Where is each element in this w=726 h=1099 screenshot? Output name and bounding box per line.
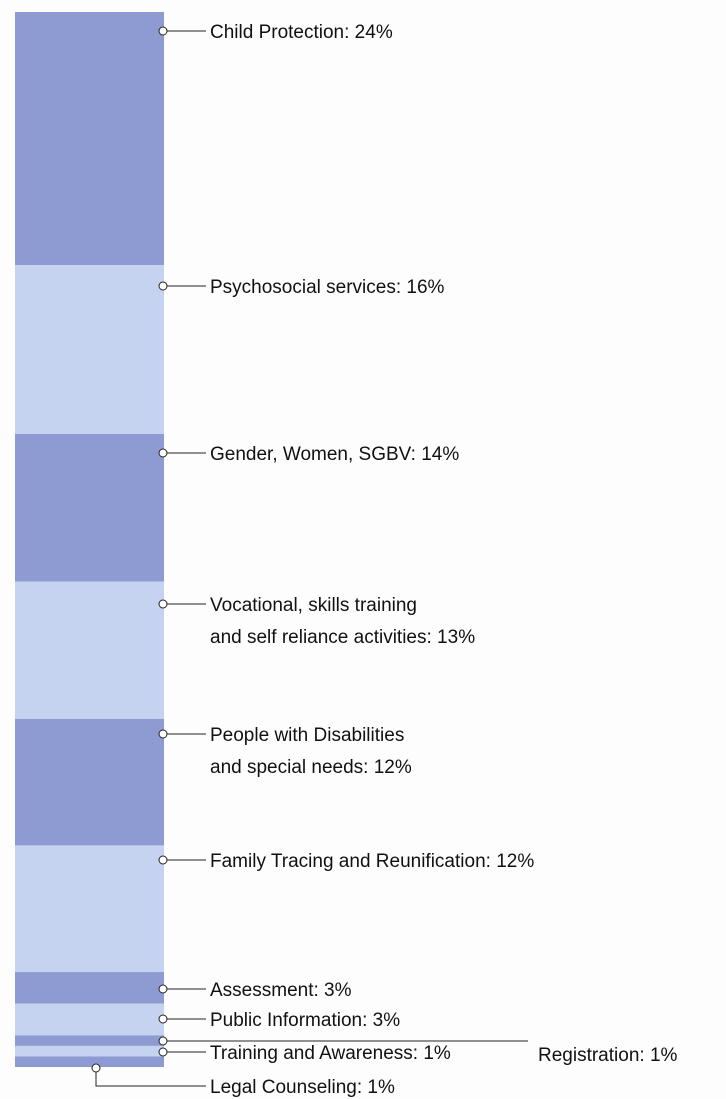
bar-segment-child-protection <box>15 12 164 266</box>
data-label: and self reliance activities: 13% <box>210 627 475 648</box>
label-registration: Registration: 1% <box>158 1036 678 1066</box>
anchor-dot <box>158 1036 168 1046</box>
data-label: Legal Counseling: 1% <box>210 1077 395 1098</box>
bar-segment-assessment <box>15 972 164 1004</box>
anchor-dot <box>158 26 168 36</box>
bar-segment-registration <box>15 1035 164 1046</box>
bar-segment-people-with-disabilities-and-special-needs <box>15 718 164 846</box>
label-family-tracing-and-reunification: Family Tracing and Reunification: 12% <box>158 851 534 872</box>
label-psychosocial-services: Psychosocial services: 16% <box>158 277 445 298</box>
bar-segment-training-and-awareness <box>15 1045 164 1057</box>
data-label: Gender, Women, SGBV: 14% <box>210 444 459 465</box>
label-public-information: Public Information: 3% <box>158 1010 400 1031</box>
data-label: Registration: 1% <box>538 1045 678 1066</box>
bar-segments <box>15 12 164 1067</box>
bar-segment-family-tracing-and-reunification <box>15 845 164 973</box>
leader-line <box>95 1072 206 1087</box>
bar-segment-vocational-skills-training-and-self-reliance-activities <box>15 581 164 719</box>
label-assessment: Assessment: 3% <box>158 980 352 1001</box>
anchor-dot <box>158 448 168 458</box>
bar-segment-psychosocial-services <box>15 265 164 434</box>
segment-labels: Child Protection: 24% Psychosocial servic… <box>91 22 678 1098</box>
anchor-dot <box>158 1047 168 1057</box>
data-label: Child Protection: 24% <box>210 22 393 43</box>
label-child-protection: Child Protection: 24% <box>158 22 393 43</box>
label-vocational-skills-training-and-self-reliance-activities: Vocational, skills training and self reli… <box>158 595 475 648</box>
data-label: Psychosocial services: 16% <box>210 277 445 298</box>
data-label: and special needs: 12% <box>210 757 412 778</box>
bar-segment-legal-counseling <box>15 1056 164 1067</box>
anchor-dot <box>158 599 168 609</box>
anchor-dot <box>91 1063 101 1073</box>
label-gender-women-sgbv: Gender, Women, SGBV: 14% <box>158 444 459 465</box>
label-people-with-disabilities-and-special-needs: People with Disabilities and special need… <box>158 725 412 778</box>
data-label: People with Disabilities <box>210 725 404 746</box>
label-training-and-awareness: Training and Awareness: 1% <box>158 1043 451 1064</box>
anchor-dot <box>158 855 168 865</box>
anchor-dot <box>158 1014 168 1024</box>
data-label: Family Tracing and Reunification: 12% <box>210 851 534 872</box>
data-label: Assessment: 3% <box>210 980 352 1001</box>
bar-segment-gender-women-sgbv <box>15 434 164 582</box>
bar-segment-public-information <box>15 1003 164 1036</box>
data-label: Vocational, skills training <box>210 595 417 616</box>
data-label: Public Information: 3% <box>210 1010 400 1031</box>
anchor-dot <box>158 281 168 291</box>
anchor-dot <box>158 984 168 994</box>
anchor-dot <box>158 729 168 739</box>
label-legal-counseling: Legal Counseling: 1% <box>91 1063 395 1098</box>
data-label: Training and Awareness: 1% <box>210 1043 451 1064</box>
